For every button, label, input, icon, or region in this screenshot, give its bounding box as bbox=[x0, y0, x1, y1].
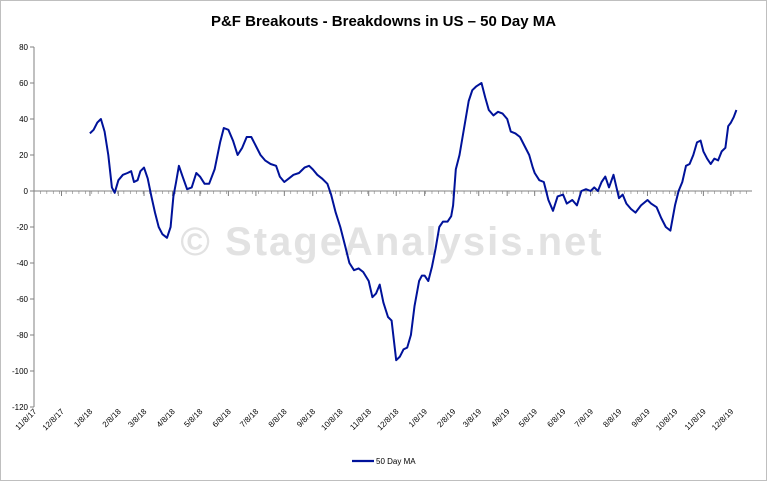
x-tick-label: 4/8/18 bbox=[155, 407, 177, 429]
x-tick-label: 7/8/19 bbox=[573, 407, 595, 429]
x-tick-label: 12/8/19 bbox=[710, 407, 736, 433]
x-tick-label: 3/8/19 bbox=[461, 407, 483, 429]
x-tick-label: 3/8/18 bbox=[126, 407, 148, 429]
x-tick-label: 11/8/18 bbox=[348, 407, 373, 432]
y-tick-label: -60 bbox=[16, 295, 28, 304]
y-tick-label: -20 bbox=[16, 223, 28, 232]
y-tick-label: 60 bbox=[19, 79, 28, 88]
y-tick-label: 0 bbox=[24, 187, 29, 196]
x-tick-label: 6/8/19 bbox=[545, 407, 567, 429]
y-tick-label: -40 bbox=[16, 259, 28, 268]
legend-entry-50-day-ma: 50 Day MA bbox=[376, 457, 416, 466]
x-tick-label: 12/8/18 bbox=[375, 407, 401, 433]
x-tick-label: 9/8/19 bbox=[630, 407, 652, 429]
x-tick-label: 5/8/18 bbox=[182, 407, 204, 429]
x-tick-label: 4/8/19 bbox=[489, 407, 511, 429]
x-tick-label: 11/8/19 bbox=[683, 407, 708, 432]
y-tick-label: -80 bbox=[16, 331, 28, 340]
x-tick-label: 2/8/18 bbox=[101, 407, 123, 429]
x-tick-label: 6/8/18 bbox=[211, 407, 233, 429]
series-line-50-day-ma bbox=[89, 82, 738, 362]
y-tick-label: 40 bbox=[19, 115, 28, 124]
x-tick-label: 10/8/19 bbox=[654, 407, 680, 433]
x-tick-label: 2/8/19 bbox=[435, 407, 457, 429]
x-tick-label: 8/8/18 bbox=[267, 407, 289, 429]
x-tick-label: 1/8/18 bbox=[72, 407, 94, 429]
y-tick-label: 20 bbox=[19, 151, 28, 160]
x-tick-label: 5/8/19 bbox=[517, 407, 539, 429]
x-tick-label: 10/8/18 bbox=[319, 407, 345, 433]
y-tick-label: -100 bbox=[12, 367, 29, 376]
x-tick-label: 7/8/18 bbox=[238, 407, 260, 429]
watermark-text: © StageAnalysis.net bbox=[180, 220, 603, 264]
x-tick-label: 8/8/19 bbox=[601, 407, 623, 429]
x-tick-label: 1/8/19 bbox=[407, 407, 429, 429]
legend: 50 Day MA bbox=[352, 457, 416, 466]
y-tick-label: 80 bbox=[19, 43, 28, 52]
chart-title: P&F Breakouts - Breakdowns in US – 50 Da… bbox=[210, 13, 557, 30]
x-tick-label: 12/8/17 bbox=[41, 407, 67, 433]
y-tick-label: -120 bbox=[12, 403, 29, 412]
x-tick-label: 9/8/18 bbox=[295, 407, 317, 429]
